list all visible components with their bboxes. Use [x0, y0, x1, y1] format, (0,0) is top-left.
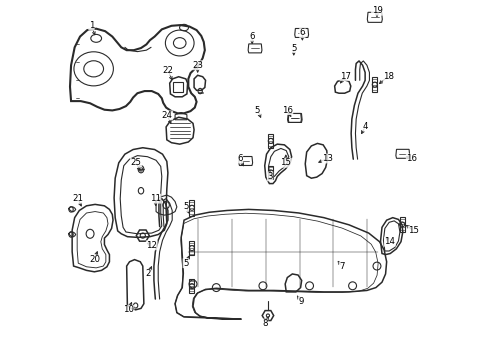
Text: 12: 12: [146, 241, 157, 250]
Text: 16: 16: [282, 105, 293, 114]
Text: 22: 22: [163, 66, 174, 75]
Text: 10: 10: [123, 305, 134, 314]
Bar: [399, 217, 405, 232]
Text: 5: 5: [183, 202, 189, 211]
Text: 24: 24: [162, 111, 172, 120]
Bar: [190, 279, 195, 293]
Text: 17: 17: [340, 72, 351, 81]
Bar: [269, 134, 273, 148]
Bar: [173, 82, 183, 92]
Text: 5: 5: [183, 259, 189, 268]
Bar: [190, 200, 195, 216]
Text: 14: 14: [384, 237, 395, 246]
Text: 21: 21: [73, 194, 83, 203]
Bar: [269, 166, 273, 179]
Text: 20: 20: [89, 255, 100, 264]
Bar: [372, 77, 377, 92]
Text: 5: 5: [255, 105, 260, 114]
Text: 6: 6: [299, 28, 305, 37]
Text: 6: 6: [249, 32, 255, 41]
Text: 6: 6: [237, 154, 243, 163]
Text: 18: 18: [383, 72, 394, 81]
Text: 13: 13: [322, 154, 333, 163]
Text: 4: 4: [363, 122, 368, 131]
Text: 5: 5: [291, 44, 296, 53]
Bar: [190, 241, 195, 255]
Text: 19: 19: [371, 6, 382, 15]
Text: 11: 11: [150, 194, 161, 203]
Text: 15: 15: [408, 226, 419, 235]
Text: 1: 1: [89, 21, 94, 30]
Text: 9: 9: [298, 297, 304, 306]
Text: 2: 2: [146, 269, 151, 278]
Text: 25: 25: [130, 158, 142, 167]
Text: 23: 23: [192, 61, 203, 70]
Text: 8: 8: [262, 319, 268, 328]
Text: 3: 3: [268, 172, 273, 181]
Text: 7: 7: [339, 262, 344, 271]
Text: 16: 16: [406, 154, 417, 163]
Text: 15: 15: [280, 158, 292, 167]
